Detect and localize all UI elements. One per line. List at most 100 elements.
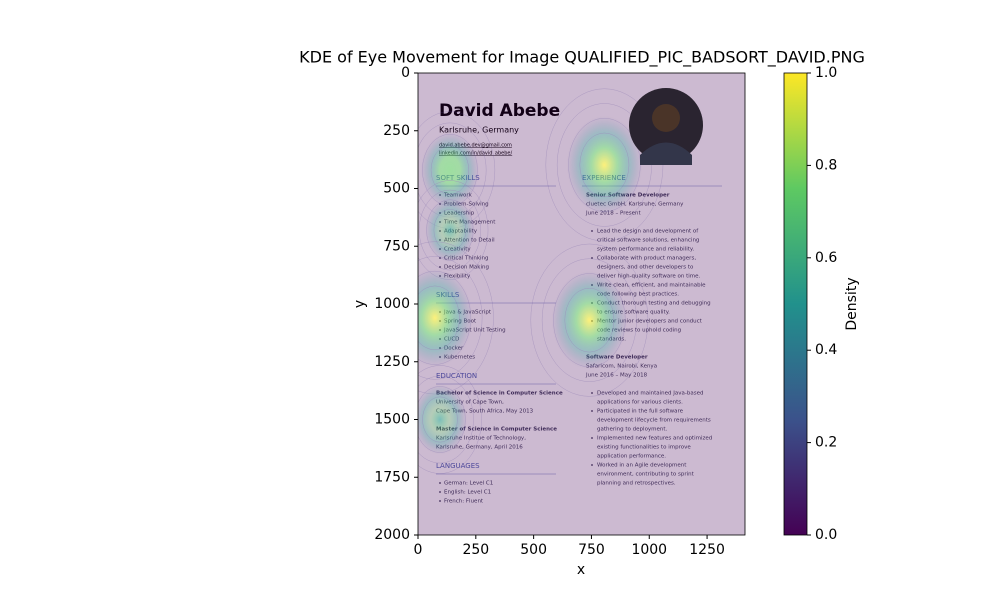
bullet <box>591 464 593 466</box>
density-hotspot <box>418 384 467 455</box>
bullet-line: development lifecycle from requirements <box>597 418 711 424</box>
block-line: June 2016 – May 2018 <box>585 373 648 379</box>
contour-line <box>418 270 472 365</box>
contour-line <box>418 365 482 474</box>
bullet-line: to ensure software quality. <box>597 310 670 316</box>
density-hotspot <box>566 115 643 215</box>
list-item: Problem-Solving <box>444 202 489 208</box>
x-axis-label: x <box>577 562 585 578</box>
list-item: English: Level C1 <box>444 490 491 496</box>
contour-line <box>530 243 649 397</box>
contour-line <box>541 258 637 382</box>
y-tick-label: 2000 <box>374 527 410 543</box>
bullet <box>439 482 441 484</box>
bullet-line: environment, contributing to sprint <box>597 472 695 478</box>
x-tick-label: 500 <box>520 542 547 558</box>
y-tick-label: 500 <box>383 181 410 197</box>
block-line: University of Cape Town, <box>436 400 504 406</box>
profile-shoulders <box>640 142 692 165</box>
bullet <box>591 392 593 394</box>
bullet-line: Implemented new features and optimized <box>597 436 712 442</box>
contour-line <box>426 199 474 261</box>
y-tick-label: 1000 <box>374 296 410 312</box>
bullet <box>591 410 593 412</box>
contour-line <box>553 273 626 368</box>
block-line: Software Developer <box>586 355 648 361</box>
bullet-line: code reviews to uphold coding <box>597 328 681 334</box>
colorbar-tick-label: 0.2 <box>815 435 837 451</box>
contour-line <box>564 287 615 353</box>
bullet-line: Conduct thorough testing and debugging <box>597 301 711 307</box>
profile-face <box>652 104 680 132</box>
y-tick-label: 1500 <box>374 412 410 428</box>
y-axis-label: y <box>352 300 368 308</box>
contour-line <box>418 189 481 271</box>
contour-line <box>418 375 474 464</box>
x-tick-label: 750 <box>578 542 605 558</box>
density-hotspot <box>418 268 473 367</box>
density-hotspot <box>425 198 475 263</box>
list-item: Critical Thinking <box>444 256 489 262</box>
colorbar-label: Density <box>844 277 860 330</box>
block-line: Bachelor of Science in Computer Science <box>436 391 563 397</box>
contour-line <box>433 209 467 252</box>
bullet <box>591 257 593 259</box>
contour-line <box>418 256 483 380</box>
resume-contact: david.abebe.dev@gmail.com <box>439 143 512 149</box>
colorbar-tick-label: 0.0 <box>815 527 837 543</box>
block-line: Cape Town, South Africa, May 2013 <box>436 409 534 415</box>
y-tick-label: 750 <box>383 238 410 254</box>
bullet-line: designers, and other developers to <box>597 265 694 271</box>
colorbar-tick-label: 1.0 <box>815 65 837 81</box>
x-tick-label: 1000 <box>631 542 667 558</box>
section-heading: EDUCATION <box>436 372 477 380</box>
block-line: Master of Science in Computer Science <box>436 427 557 433</box>
bullet-line: existing functionalities to improve <box>597 445 691 451</box>
list-item: German: Level C1 <box>444 481 493 487</box>
bullet <box>591 437 593 439</box>
bullet <box>591 230 593 232</box>
block-line: Karlsruhe, Germany, April 2016 <box>436 445 523 451</box>
x-tick-label: 1250 <box>689 542 725 558</box>
x-tick-label: 0 <box>414 542 423 558</box>
section-heading: LANGUAGES <box>436 462 480 470</box>
density-hotspot <box>420 132 479 208</box>
bullet <box>439 266 441 268</box>
y-tick-label: 1250 <box>374 354 410 370</box>
block-line: Karlsruhe Institue of Technology, <box>436 436 526 442</box>
block-line: Safaricom, Nairobi, Kenya <box>586 364 657 370</box>
bullet-line: Mentor junior developers and conduct <box>597 319 703 325</box>
list-item: Flexibility <box>444 274 471 280</box>
bullet-line: critical software solutions, enhancing <box>597 238 699 244</box>
list-item: Decision Making <box>444 265 489 271</box>
contour-line <box>418 285 460 351</box>
bullet-line: system performance and reliability. <box>597 247 694 253</box>
y-tick-label: 1750 <box>374 469 410 485</box>
colorbar-tick-label: 0.8 <box>815 157 837 173</box>
list-item: JavaScript Unit Testing <box>443 328 506 334</box>
x-tick-label: 250 <box>462 542 489 558</box>
bullet-line: planning and retrospectives. <box>597 481 676 487</box>
bullet-line: applications for various clients. <box>597 400 683 406</box>
bullet-line: Lead the design and development of <box>597 229 699 235</box>
contour-line <box>422 396 458 443</box>
bullet-line: Collaborate with product managers, <box>597 256 696 262</box>
bullet-line: code following best practices. <box>597 292 679 298</box>
colorbar <box>783 72 808 536</box>
chart-title: KDE of Eye Movement for Image QUALIFIED_… <box>299 48 865 68</box>
bullet-line: application performance. <box>597 454 666 460</box>
block-line: June 2018 – Present <box>585 211 641 217</box>
bullet <box>439 491 441 493</box>
list-item: French: Fluent <box>444 499 484 505</box>
bullet-line: deliver high-quality software on time. <box>597 274 701 280</box>
bullet-line: Worked in an Agile development <box>597 463 687 469</box>
colorbar-tick-label: 0.6 <box>815 250 837 266</box>
block-line: cluetec GmbH, Karlsruhe, Germany <box>586 202 684 208</box>
density-hotspot <box>551 271 628 370</box>
y-tick-label: 0 <box>401 65 410 81</box>
bullet-line: Developed and maintained Java-based <box>597 391 703 397</box>
plot-area: David Abebe Karlsruhe, Germany david.abebe… <box>418 73 745 535</box>
bullet-line: Participated in the full software <box>597 409 684 415</box>
contour-line <box>579 132 630 198</box>
